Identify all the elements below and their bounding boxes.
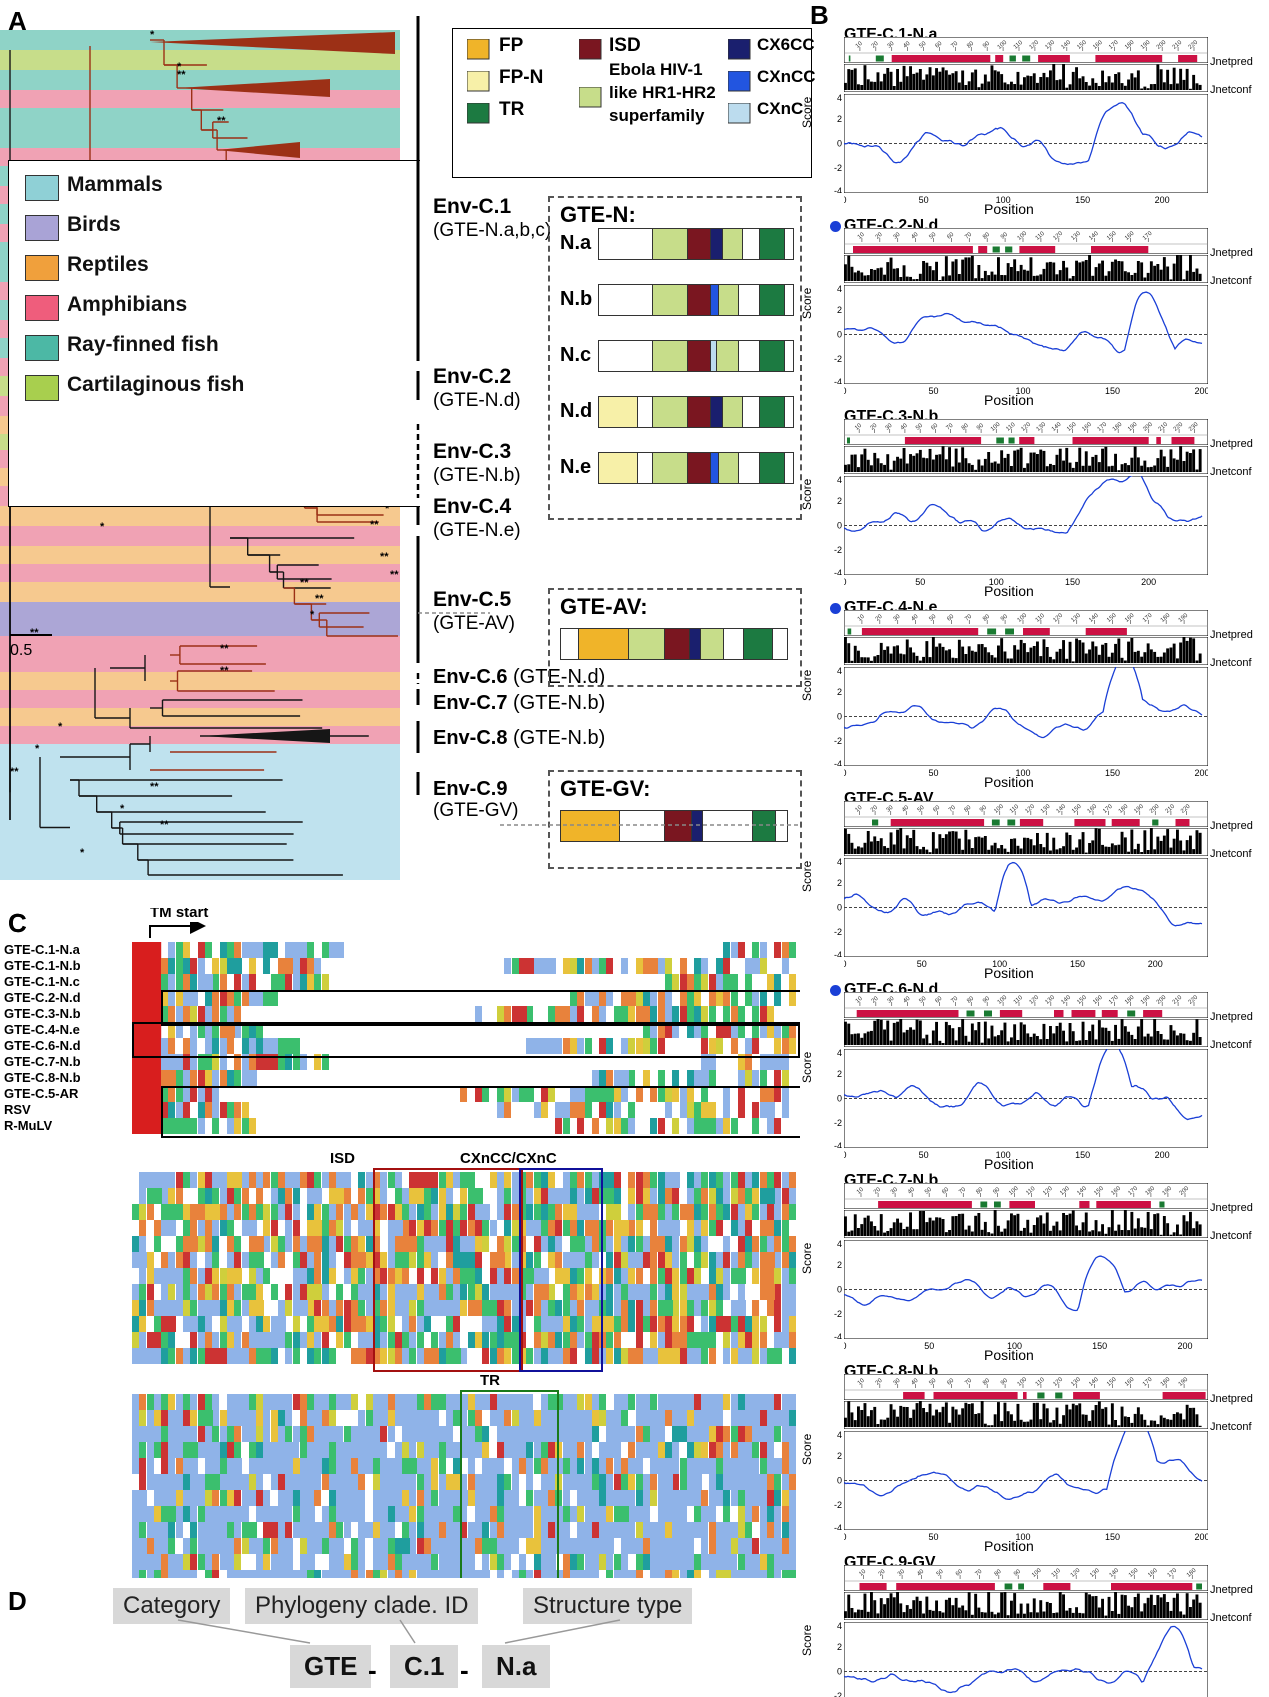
svg-text:50: 50 [915, 577, 925, 587]
svg-text:150: 150 [1105, 768, 1120, 778]
svg-text:2: 2 [837, 1642, 842, 1652]
svg-text:0: 0 [837, 139, 842, 149]
svg-text:0: 0 [837, 1285, 842, 1295]
svg-text:4: 4 [837, 285, 842, 294]
svg-text:200: 200 [1155, 1150, 1170, 1160]
svg-text:4: 4 [837, 94, 842, 103]
svg-text:-4: -4 [834, 1523, 842, 1530]
svg-text:200: 200 [1194, 1532, 1208, 1542]
svg-text:0: 0 [837, 1094, 842, 1104]
svg-text:-2: -2 [834, 545, 842, 555]
svg-text:0: 0 [837, 521, 842, 531]
svg-text:150: 150 [1075, 195, 1090, 205]
svg-text:0: 0 [837, 1476, 842, 1486]
svg-text:2: 2 [837, 305, 842, 315]
svg-text:-2: -2 [834, 354, 842, 364]
svg-text:-2: -2 [834, 1118, 842, 1128]
svg-text:200: 200 [1194, 386, 1208, 396]
svg-text:4: 4 [837, 858, 842, 867]
svg-text:0: 0 [844, 768, 847, 778]
svg-text:0: 0 [844, 577, 847, 587]
svg-text:-4: -4 [834, 1332, 842, 1339]
svg-text:200: 200 [1148, 959, 1163, 969]
svg-text:2: 2 [837, 687, 842, 697]
svg-text:-2: -2 [834, 1309, 842, 1319]
svg-text:150: 150 [1092, 1341, 1107, 1351]
svg-text:200: 200 [1194, 768, 1208, 778]
svg-text:150: 150 [1105, 1532, 1120, 1542]
svg-text:0: 0 [844, 959, 847, 969]
svg-text:-2: -2 [834, 163, 842, 173]
svg-text:150: 150 [1105, 386, 1120, 396]
svg-text:150: 150 [1075, 1150, 1090, 1160]
svg-text:0: 0 [844, 386, 847, 396]
svg-text:4: 4 [837, 667, 842, 676]
svg-text:-4: -4 [834, 1141, 842, 1148]
svg-text:2: 2 [837, 496, 842, 506]
svg-text:2: 2 [837, 1260, 842, 1270]
svg-text:0: 0 [837, 712, 842, 722]
svg-text:200: 200 [1141, 577, 1156, 587]
svg-text:4: 4 [837, 1622, 842, 1631]
svg-text:-2: -2 [834, 927, 842, 937]
svg-text:0: 0 [844, 1532, 847, 1542]
svg-text:4: 4 [837, 1049, 842, 1058]
svg-text:4: 4 [837, 1240, 842, 1249]
svg-text:0: 0 [837, 903, 842, 913]
svg-text:150: 150 [1070, 959, 1085, 969]
svg-text:50: 50 [917, 959, 927, 969]
svg-text:50: 50 [919, 1150, 929, 1160]
svg-text:-4: -4 [834, 568, 842, 575]
svg-text:-2: -2 [834, 1691, 842, 1697]
svg-text:0: 0 [837, 330, 842, 340]
svg-text:0: 0 [844, 1150, 847, 1160]
svg-text:2: 2 [837, 1069, 842, 1079]
svg-text:50: 50 [928, 386, 938, 396]
svg-text:4: 4 [837, 476, 842, 485]
svg-text:0: 0 [844, 195, 847, 205]
svg-text:-4: -4 [834, 759, 842, 766]
svg-text:150: 150 [1065, 577, 1080, 587]
svg-text:-4: -4 [834, 186, 842, 193]
svg-text:2: 2 [837, 1451, 842, 1461]
svg-text:-4: -4 [834, 377, 842, 384]
svg-text:50: 50 [928, 1532, 938, 1542]
svg-text:50: 50 [924, 1341, 934, 1351]
svg-text:0: 0 [844, 1341, 847, 1351]
svg-text:2: 2 [837, 114, 842, 124]
svg-text:4: 4 [837, 1431, 842, 1440]
svg-text:-4: -4 [834, 950, 842, 957]
svg-text:50: 50 [919, 195, 929, 205]
svg-text:-2: -2 [834, 736, 842, 746]
svg-text:200: 200 [1177, 1341, 1192, 1351]
svg-text:-2: -2 [834, 1500, 842, 1510]
svg-text:0: 0 [837, 1667, 842, 1677]
svg-text:2: 2 [837, 878, 842, 888]
svg-text:200: 200 [1155, 195, 1170, 205]
svg-text:50: 50 [928, 768, 938, 778]
